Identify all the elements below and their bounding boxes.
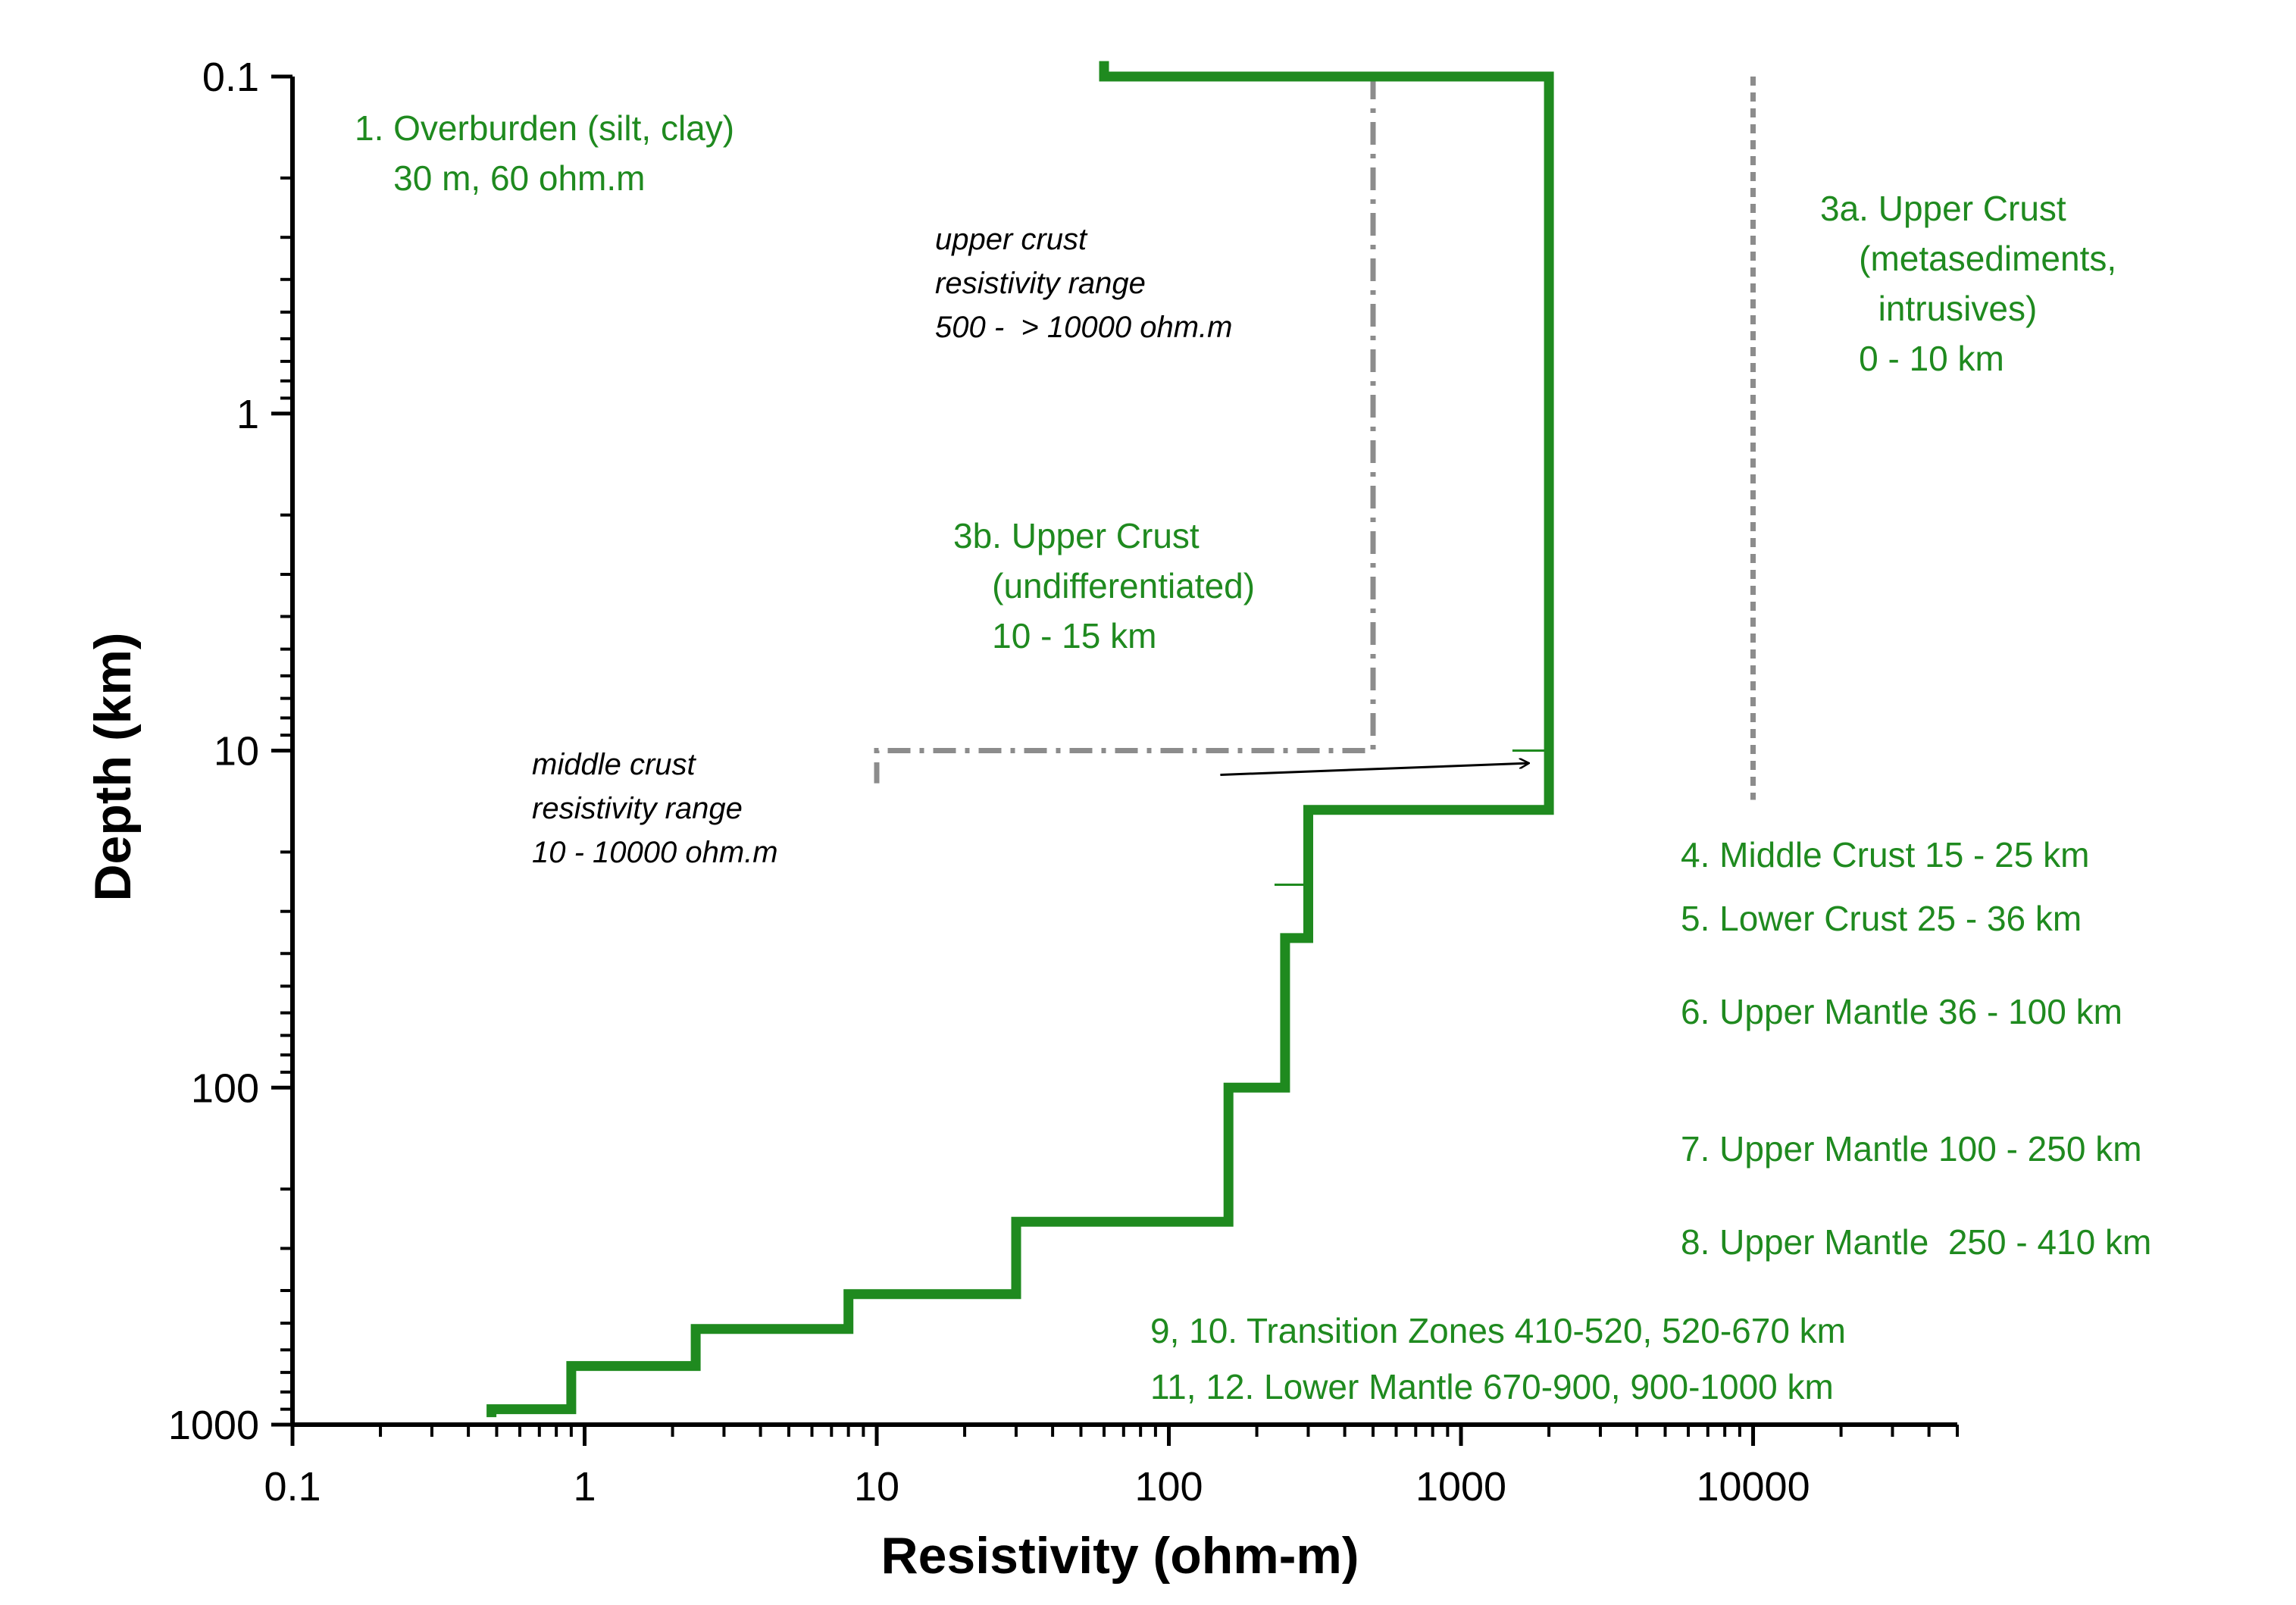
annotation-line: (undifferentiated) xyxy=(953,566,1255,605)
x-tick-label: 1 xyxy=(573,1464,596,1510)
annotation-line: 3b. Upper Crust xyxy=(953,516,1200,555)
range-annotation: middle crust resistivity range 10 - 10000 … xyxy=(532,748,778,869)
y-axis-title: Depth (km) xyxy=(84,632,142,901)
annotation-line: 1. Overburden (silt, clay) xyxy=(355,108,734,148)
y-tick-label: 1 xyxy=(236,392,259,437)
x-axis-title: Resistivity (ohm-m) xyxy=(881,1527,1359,1585)
green-annotation: 11, 12. Lower Mantle 670-900, 900-1000 k… xyxy=(1150,1367,1834,1406)
y-tick-label: 100 xyxy=(191,1065,259,1111)
range-lines-layer xyxy=(874,77,1756,800)
annotation-line: resistivity range xyxy=(532,792,743,825)
range-annotation: upper crust resistivity range 500 - > 1000… xyxy=(935,223,1232,344)
annotation-line: 7. Upper Mantle 100 - 250 km xyxy=(1681,1129,2142,1169)
y-tick-label: 10 xyxy=(214,729,259,774)
annotation-line: upper crust xyxy=(935,223,1088,256)
annotation-line: 8. Upper Mantle 250 - 410 km xyxy=(1681,1222,2151,1262)
model-layer xyxy=(486,61,1554,1418)
green-annotation: 1. Overburden (silt, clay) 30 m, 60 ohm.… xyxy=(355,108,734,198)
annotation-line: 10 - 15 km xyxy=(953,616,1156,655)
annotation-line: 6. Upper Mantle 36 - 100 km xyxy=(1681,992,2122,1031)
x-tick-label: 10000 xyxy=(1696,1464,1810,1510)
annotation-line: resistivity range xyxy=(935,267,1146,300)
green-annotation: 3a. Upper Crust (metasediments, intrusiv… xyxy=(1820,189,2116,378)
crust-range-line xyxy=(874,77,1376,784)
annotation-line: 30 m, 60 ohm.m xyxy=(355,158,645,198)
y-tick-label: 0.1 xyxy=(202,55,259,100)
annotation-line: 9, 10. Transition Zones 410-520, 520-670… xyxy=(1150,1311,1846,1350)
annotation-line: 500 - > 10000 ohm.m xyxy=(935,311,1232,344)
annotation-line: 3a. Upper Crust xyxy=(1820,189,2066,228)
pointer-arrow xyxy=(1220,763,1528,776)
y-tick-label: 1000 xyxy=(168,1403,259,1448)
resistivity-model-line xyxy=(486,61,1554,1418)
annotation-line: 11, 12. Lower Mantle 670-900, 900-1000 k… xyxy=(1150,1367,1834,1406)
annotation-line: (metasediments, xyxy=(1820,239,2116,278)
annotation-line: intrusives) xyxy=(1820,289,2037,328)
x-tick-label: 100 xyxy=(1134,1464,1203,1510)
green-annotation: 8. Upper Mantle 250 - 410 km xyxy=(1681,1222,2151,1262)
green-annotation: 9, 10. Transition Zones 410-520, 520-670… xyxy=(1150,1311,1846,1350)
annotation-line: middle crust xyxy=(532,748,697,781)
green-annotation: 7. Upper Mantle 100 - 250 km xyxy=(1681,1129,2142,1169)
axes-layer: 0.1 1 10 100 1000 10000 0.1 1 10 100 1000 xyxy=(168,55,1959,1510)
green-annotation: 6. Upper Mantle 36 - 100 km xyxy=(1681,992,2122,1031)
annotation-line: 10 - 10000 ohm.m xyxy=(532,836,778,869)
annotations-layer: 1. Overburden (silt, clay) 30 m, 60 ohm.… xyxy=(355,108,2151,1406)
x-tick-label: 10 xyxy=(854,1464,899,1510)
annotation-line: 0 - 10 km xyxy=(1820,339,2004,378)
annotation-line: 5. Lower Crust 25 - 36 km xyxy=(1681,899,2082,938)
x-tick-label: 0.1 xyxy=(264,1464,321,1510)
x-tick-label: 1000 xyxy=(1415,1464,1506,1510)
green-annotation: 3b. Upper Crust (undifferentiated) 10 - … xyxy=(953,516,1255,655)
green-annotation: 5. Lower Crust 25 - 36 km xyxy=(1681,899,2082,938)
annotation-line: 4. Middle Crust 15 - 25 km xyxy=(1681,835,2089,874)
green-annotation: 4. Middle Crust 15 - 25 km xyxy=(1681,835,2089,874)
